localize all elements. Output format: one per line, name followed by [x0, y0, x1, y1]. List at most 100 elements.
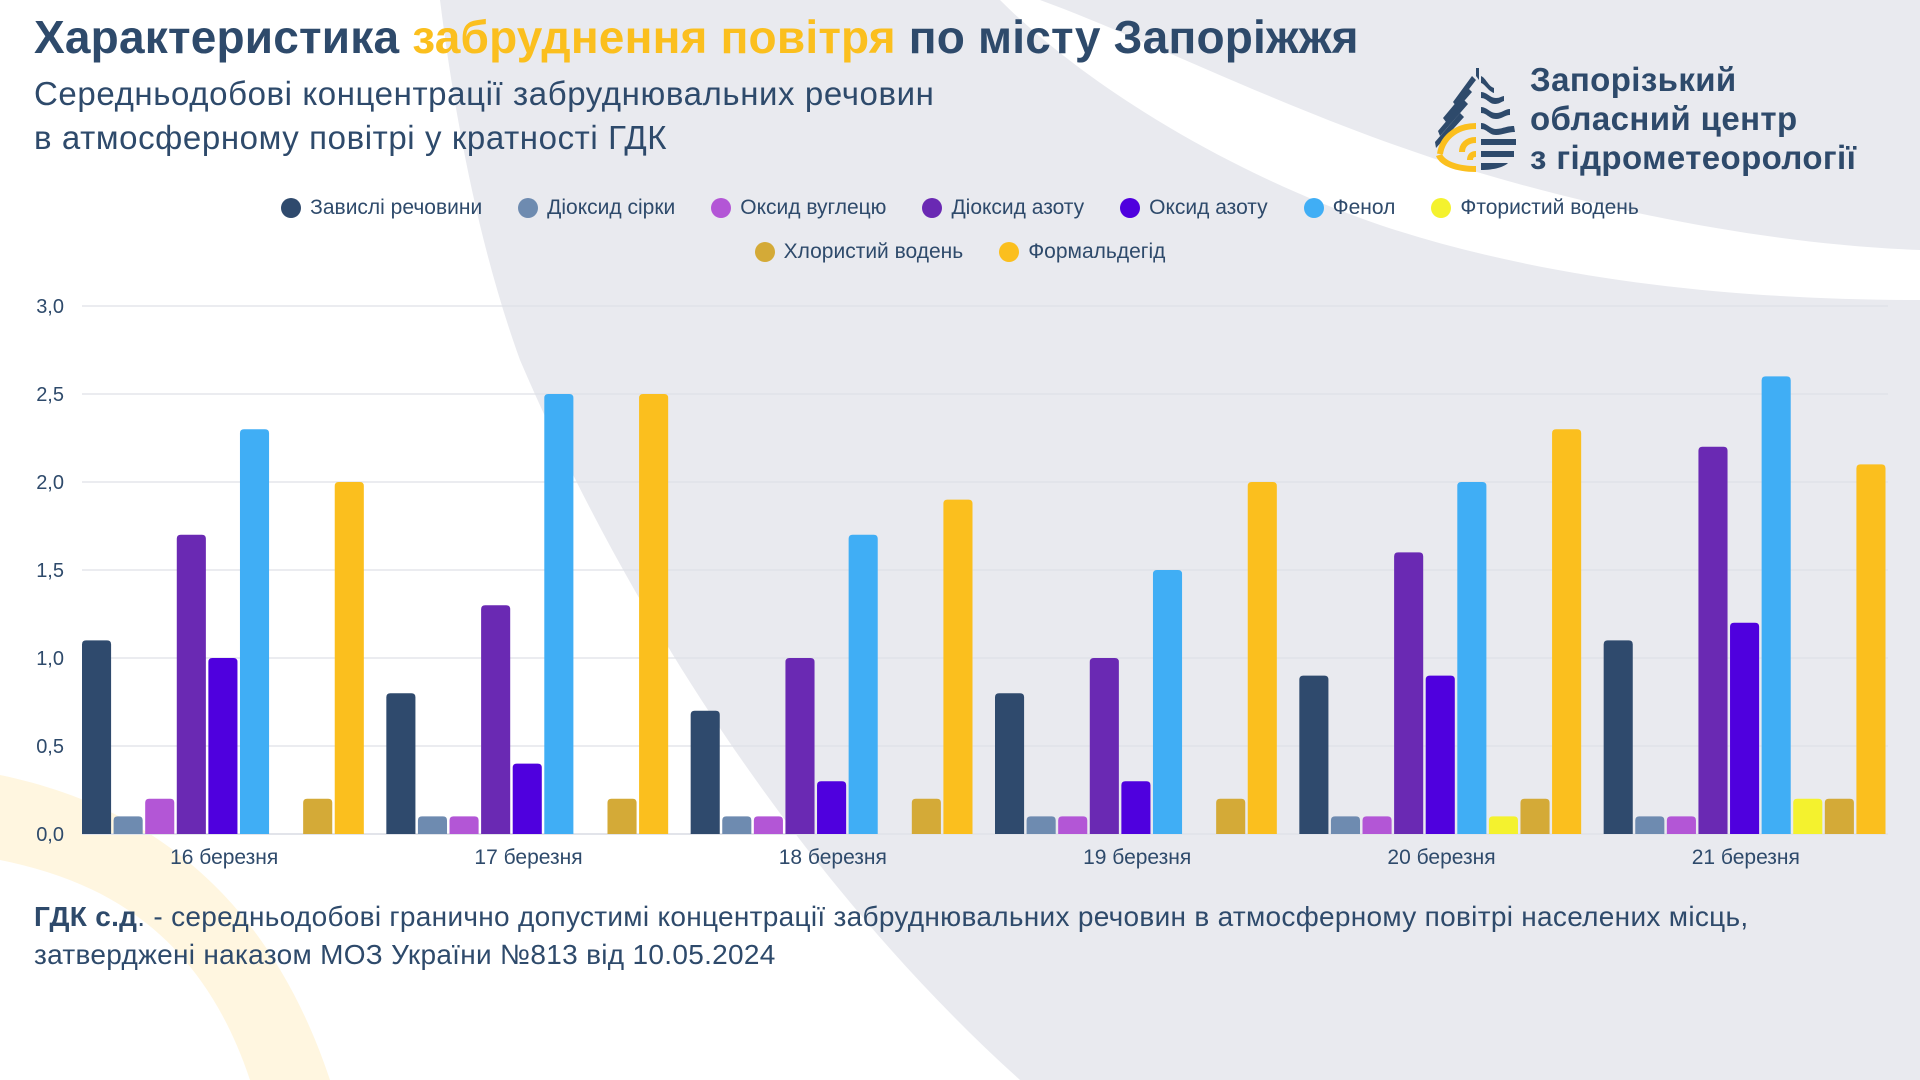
bar [753, 816, 783, 834]
x-tick-label: 21 березня [1692, 846, 1800, 869]
bar [995, 693, 1025, 834]
legend-label: Фенол [1332, 196, 1396, 219]
x-axis-ticks: 16 березня 17 березня 18 березня 19 березня… [170, 846, 1800, 869]
bar [386, 693, 416, 834]
legend-item[interactable]: Формальдегід [999, 240, 1165, 264]
legend-item[interactable]: Фтористий водень [1431, 196, 1639, 220]
legend-color-dot-icon [281, 198, 302, 218]
footnote-term: ГДК с.д [34, 901, 138, 932]
bar-group [82, 429, 364, 834]
organization-name-line-2: обласний центр [1530, 100, 1798, 137]
bar [1552, 429, 1582, 834]
bar-chart: 0,0 0,5 1,0 1,5 2,0 2,5 3,0 16 березня 17 берез… [0, 280, 1920, 880]
bar [334, 482, 364, 834]
legend-label: Діоксид сірки [547, 196, 676, 219]
x-tick-label: 16 березня [170, 846, 278, 869]
bar [690, 710, 720, 834]
bar [417, 816, 448, 834]
bar [1793, 798, 1823, 834]
page-subtitle: Середньодобові концентрації забруднюваль… [34, 72, 934, 160]
bar-chart-svg: 0,0 0,5 1,0 1,5 2,0 2,5 3,0 16 березня 17 берез… [36, 296, 1888, 869]
legend-label: Діоксид азоту [951, 196, 1085, 219]
legend-item[interactable]: Діоксид сірки [518, 196, 675, 220]
legend-item[interactable]: Фенол [1303, 196, 1396, 220]
y-tick-label: 2,5 [36, 384, 64, 406]
bar [176, 534, 206, 834]
bar-group [386, 394, 669, 834]
bar [1299, 675, 1329, 834]
bar [639, 394, 669, 834]
legend-color-dot-icon [922, 198, 943, 218]
legend-label: Фтористий водень [1460, 196, 1639, 219]
bar [722, 816, 752, 834]
background-yellow-arc [0, 775, 330, 1080]
y-tick-label: 3,0 [36, 296, 64, 318]
bar [607, 798, 637, 834]
legend-item[interactable]: Хлористий водень [754, 240, 964, 264]
bar [512, 763, 542, 834]
droplet-waves-logo-icon [1435, 68, 1516, 172]
title-part-2: по місту Запоріжжя [895, 11, 1359, 63]
legend-color-dot-icon [711, 198, 732, 218]
x-tick-label: 18 березня [779, 846, 887, 869]
legend-label: Оксид вуглецю [740, 196, 887, 219]
bar [1603, 640, 1633, 834]
legend-label: Хлористий водень [783, 240, 964, 263]
bar [1666, 816, 1696, 834]
bar [1488, 816, 1518, 834]
bar [1425, 675, 1455, 834]
footnote: ГДК с.д. - середньодобові гранично допус… [34, 898, 1894, 974]
chart-legend: Завислі речовини Діоксид сірки Оксид вугле… [0, 196, 1920, 264]
legend-color-dot-icon [1120, 198, 1141, 218]
bar [1026, 816, 1056, 834]
y-tick-label: 2,0 [36, 472, 64, 494]
bar [848, 534, 878, 834]
title-part-1: Характеристика [34, 11, 413, 63]
legend-item[interactable]: Діоксид азоту [922, 196, 1084, 220]
bars [82, 376, 1886, 834]
bar [1089, 658, 1119, 834]
legend-color-dot-icon [999, 242, 1020, 262]
bar [911, 798, 941, 834]
organization-name-line-3: з гідрометеорології [1530, 139, 1857, 176]
legend-item[interactable]: Оксид вуглецю [711, 196, 886, 220]
bar [1152, 570, 1183, 834]
bar [1216, 798, 1246, 834]
bar [1058, 816, 1088, 834]
legend-color-dot-icon [754, 242, 775, 262]
legend-item[interactable]: Оксид азоту [1120, 196, 1268, 220]
bar-group [1603, 376, 1886, 834]
legend-row-2: Хлористий водень Формальдегід [0, 240, 1920, 264]
bar [1520, 798, 1550, 834]
bar [82, 640, 112, 834]
bar [817, 781, 847, 834]
bar-group [1299, 429, 1582, 834]
legend-label: Оксид азоту [1149, 196, 1268, 219]
legend-color-dot-icon [1431, 198, 1452, 218]
bar [1761, 376, 1791, 834]
bar [481, 605, 511, 834]
bar [943, 499, 973, 834]
organization-name-line-1: Запорізький [1530, 61, 1737, 98]
bar [1362, 816, 1392, 834]
bar [449, 816, 479, 834]
y-axis-ticks: 0,0 0,5 1,0 1,5 2,0 2,5 3,0 [36, 296, 64, 846]
bar [145, 798, 175, 834]
x-tick-label: 17 березня [474, 846, 582, 869]
subtitle-line-1: Середньодобові концентрації забруднюваль… [34, 75, 935, 112]
grid-lines [82, 305, 1888, 835]
bar [785, 658, 815, 834]
bar [544, 394, 574, 834]
title-highlight: забруднення повітря [412, 11, 896, 63]
x-tick-label: 19 березня [1083, 846, 1191, 869]
legend-item[interactable]: Завислі речовини [281, 196, 482, 220]
organization-name: Запорізький обласний центр з гідрометеор… [1530, 60, 1856, 177]
bar [1698, 446, 1728, 834]
y-tick-label: 0,5 [36, 736, 64, 758]
bar [208, 658, 238, 834]
bar [303, 798, 333, 834]
bar [1121, 781, 1151, 834]
bar [239, 429, 270, 834]
legend-label: Формальдегід [1028, 240, 1166, 263]
bar [1824, 798, 1854, 834]
